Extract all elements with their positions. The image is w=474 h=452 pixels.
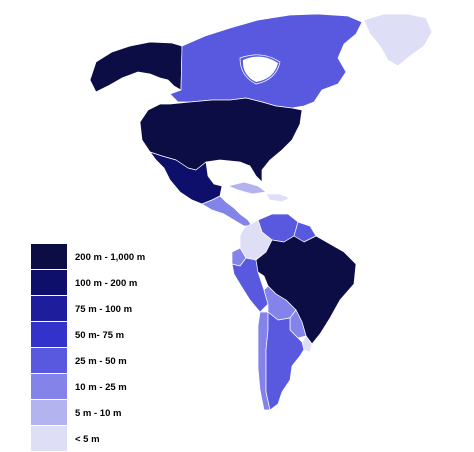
region-usa[interactable]	[139, 97, 303, 183]
legend-label: 200 m - 1,000 m	[75, 251, 146, 263]
legend-swatch	[31, 244, 67, 270]
legend-label: 10 m - 25 m	[75, 381, 127, 393]
legend-swatch	[31, 270, 67, 296]
legend-swatch	[31, 348, 67, 374]
legend-label: 5 m - 10 m	[75, 407, 122, 419]
region-caribbean[interactable]	[265, 193, 291, 203]
region-greenland[interactable]	[363, 13, 433, 67]
legend-row: 50 m- 75 m	[31, 322, 191, 348]
region-argentina[interactable]	[265, 311, 307, 411]
legend-swatch	[31, 322, 67, 348]
legend-label: 100 m - 200 m	[75, 277, 138, 289]
legend-row: 100 m - 200 m	[31, 270, 191, 296]
region-alaska[interactable]	[89, 41, 183, 93]
legend-label: < 5 m	[75, 433, 100, 445]
legend-swatch	[31, 400, 67, 426]
legend-swatch	[31, 296, 67, 322]
region-cuba[interactable]	[227, 181, 267, 195]
legend-row: 5 m - 10 m	[31, 400, 191, 426]
region-uruguay[interactable]	[301, 335, 313, 353]
legend-swatch	[31, 426, 67, 452]
region-central-america[interactable]	[201, 195, 253, 227]
hudson-bay	[242, 56, 278, 82]
legend-row: 10 m - 25 m	[31, 374, 191, 400]
legend-label: 25 m - 50 m	[75, 355, 127, 367]
legend-row: 200 m - 1,000 m	[31, 244, 191, 270]
legend-label: 75 m - 100 m	[75, 303, 133, 315]
legend-row: 25 m - 50 m	[31, 348, 191, 374]
legend-label: 50 m- 75 m	[75, 329, 125, 341]
legend-row: < 5 m	[31, 426, 191, 452]
region-mexico[interactable]	[149, 151, 223, 205]
legend: 200 m - 1,000 m 100 m - 200 m 75 m - 100…	[31, 244, 191, 452]
legend-swatch	[31, 374, 67, 400]
legend-row: 75 m - 100 m	[31, 296, 191, 322]
